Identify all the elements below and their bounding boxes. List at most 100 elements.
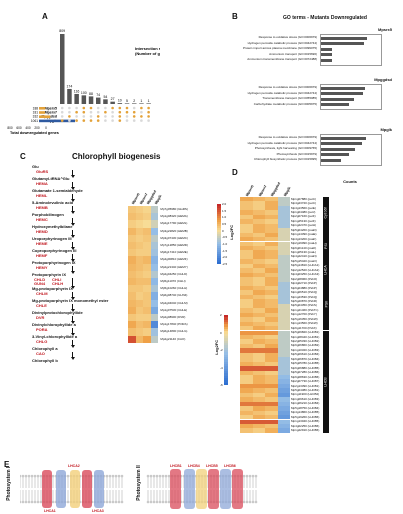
pathway-arrow-stem [72,316,73,321]
group-tag: LHCA [323,263,329,278]
heatmap-cell [143,220,151,228]
heatmap-cell [277,361,290,367]
scale-tick: 1.0 [222,215,227,220]
pathway-arrow-stem [72,352,73,357]
heatmap-cell [240,334,253,340]
matrix-dot [75,106,78,110]
heatmap-row-label: Mp5g18750 (LHCB4) [291,405,320,410]
heatmap-cell [277,286,290,291]
group-tag-label: PSII [324,300,328,308]
heatmap-row-label: Mp1g13040 (LHCB5) [291,419,320,424]
heatmap-cell [240,219,253,224]
heatmap-cell [265,232,278,238]
heatmap-row-label: Mp2g17790 (HEML) [160,221,188,226]
lipid-head [105,500,109,504]
psii-protein [208,469,219,509]
heatmap-row-label: Mp6g17410 (HEME) [160,250,188,255]
psii-protein [232,469,243,509]
lipid-head [242,500,246,504]
lipid-head [155,500,159,504]
go-term-label: Ammonium transmembrane transport (GO:007… [247,58,317,62]
scale-tick: 2 [220,313,222,317]
scale-segment [217,226,221,229]
lipid-head [146,474,150,478]
scale-tick: 1.5 [222,208,227,213]
go-count-bar [321,47,332,51]
heatmap-cell [240,214,253,220]
scale-segment [217,224,221,227]
heatmap-cell [265,237,278,242]
heatmap-cell [265,241,278,246]
heatmap-cell [265,308,278,313]
heatmap-cell [252,379,265,384]
heatmap-cell [240,415,253,420]
heatmap-cell [277,334,290,340]
heatmap-cell [277,352,290,358]
heatmap-row-label: Mp1g22470 (petH) [291,223,317,228]
go-count-bar [321,147,356,151]
lipid-head [164,474,168,478]
scale-segment [224,329,228,332]
heatmap-column-label: Mpsrx7 [257,184,268,197]
scale-segment [224,352,228,355]
pathway-metabolite: Divinylchlorophyllide a [32,322,76,327]
scale-segment [217,230,221,233]
set-size: 188 [33,106,39,110]
pathway-metabolite: Glutamate 1-semialdehyde [32,188,83,193]
lipid-head [30,474,34,478]
psii-protein [220,469,231,509]
heatmap-cell [128,234,136,242]
heatmap-cell [240,383,253,389]
heatmap-cell [277,397,290,402]
heatmap-cell [252,383,265,389]
heatmap-cell [240,410,253,416]
heatmap-cell [240,210,253,215]
go-count-bar [321,158,342,162]
heatmap-cell [252,419,265,424]
scale-tick: 0 [222,228,224,233]
scale-segment [217,236,221,239]
heatmap-cell [252,357,265,362]
scale-segment [217,260,221,263]
heatmap-cell [240,201,253,206]
heatmap-cell [277,419,290,424]
heatmap-cell [240,326,253,331]
pathway-arrow-stem [72,194,73,199]
heatmap-cell [277,383,290,389]
heatmap-row-label: Mp1g09610 (LHCB3) [291,396,320,401]
heatmap-cell [277,428,290,433]
heatmap-cell [277,303,290,309]
heatmap-cell [240,401,253,407]
intersection-value: 2 [133,99,135,103]
pathway-metabolite: Hydroxymethylbilane [32,224,73,229]
heatmap-row-label: Mp6g06860 (LHCB2) [291,343,320,348]
heatmap-cell [240,303,253,309]
intersection-bar [67,88,72,104]
go-count-bar [321,86,366,90]
go-count-bar [321,92,363,96]
pathway-enzyme: GluRS [36,169,49,174]
heatmap-cell [265,272,278,278]
lipid-head [66,474,70,478]
heatmap-cell [265,428,278,433]
heatmap-row-label: Mp6g04880 (PsbP) [291,285,317,290]
heatmap-row-label: Mp1g05130 (psaL) [291,250,317,254]
heatmap-cell [252,205,265,211]
heatmap-cell [135,206,144,214]
matrix-dot [104,115,107,118]
heatmap-row-label: Mp7g12850 (HEMD) [160,243,188,247]
heatmap-row-label: Mp2g21340 (HEMY) [160,264,188,269]
chlorophyll-heatmap: Mpsrx5 Mpsrx7 Mpggdsd Mpglk Mp7g05980 (GluRS… [122,160,242,370]
heatmap-cell [143,292,151,300]
heatmap-cell [265,303,278,309]
intersection-bar [96,97,101,104]
scale-segment [217,240,221,243]
go-group-name: Mpsrx5 [377,27,392,32]
heatmap-cell [252,392,265,398]
scale-segment [217,244,221,247]
heatmap-cell [252,370,265,375]
heatmap-cell [265,290,278,295]
scale-segment [217,250,221,253]
matrix-dot [118,119,122,122]
lipid-head [27,500,31,504]
